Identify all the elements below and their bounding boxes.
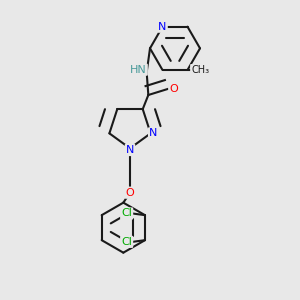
Text: Cl: Cl <box>121 237 132 247</box>
Text: HN: HN <box>130 65 147 75</box>
Text: N: N <box>149 128 158 138</box>
Text: Cl: Cl <box>121 208 132 218</box>
Text: CH₃: CH₃ <box>191 65 209 75</box>
Text: N: N <box>158 22 167 32</box>
Text: N: N <box>126 145 134 155</box>
Text: O: O <box>126 188 134 198</box>
Text: O: O <box>169 84 178 94</box>
